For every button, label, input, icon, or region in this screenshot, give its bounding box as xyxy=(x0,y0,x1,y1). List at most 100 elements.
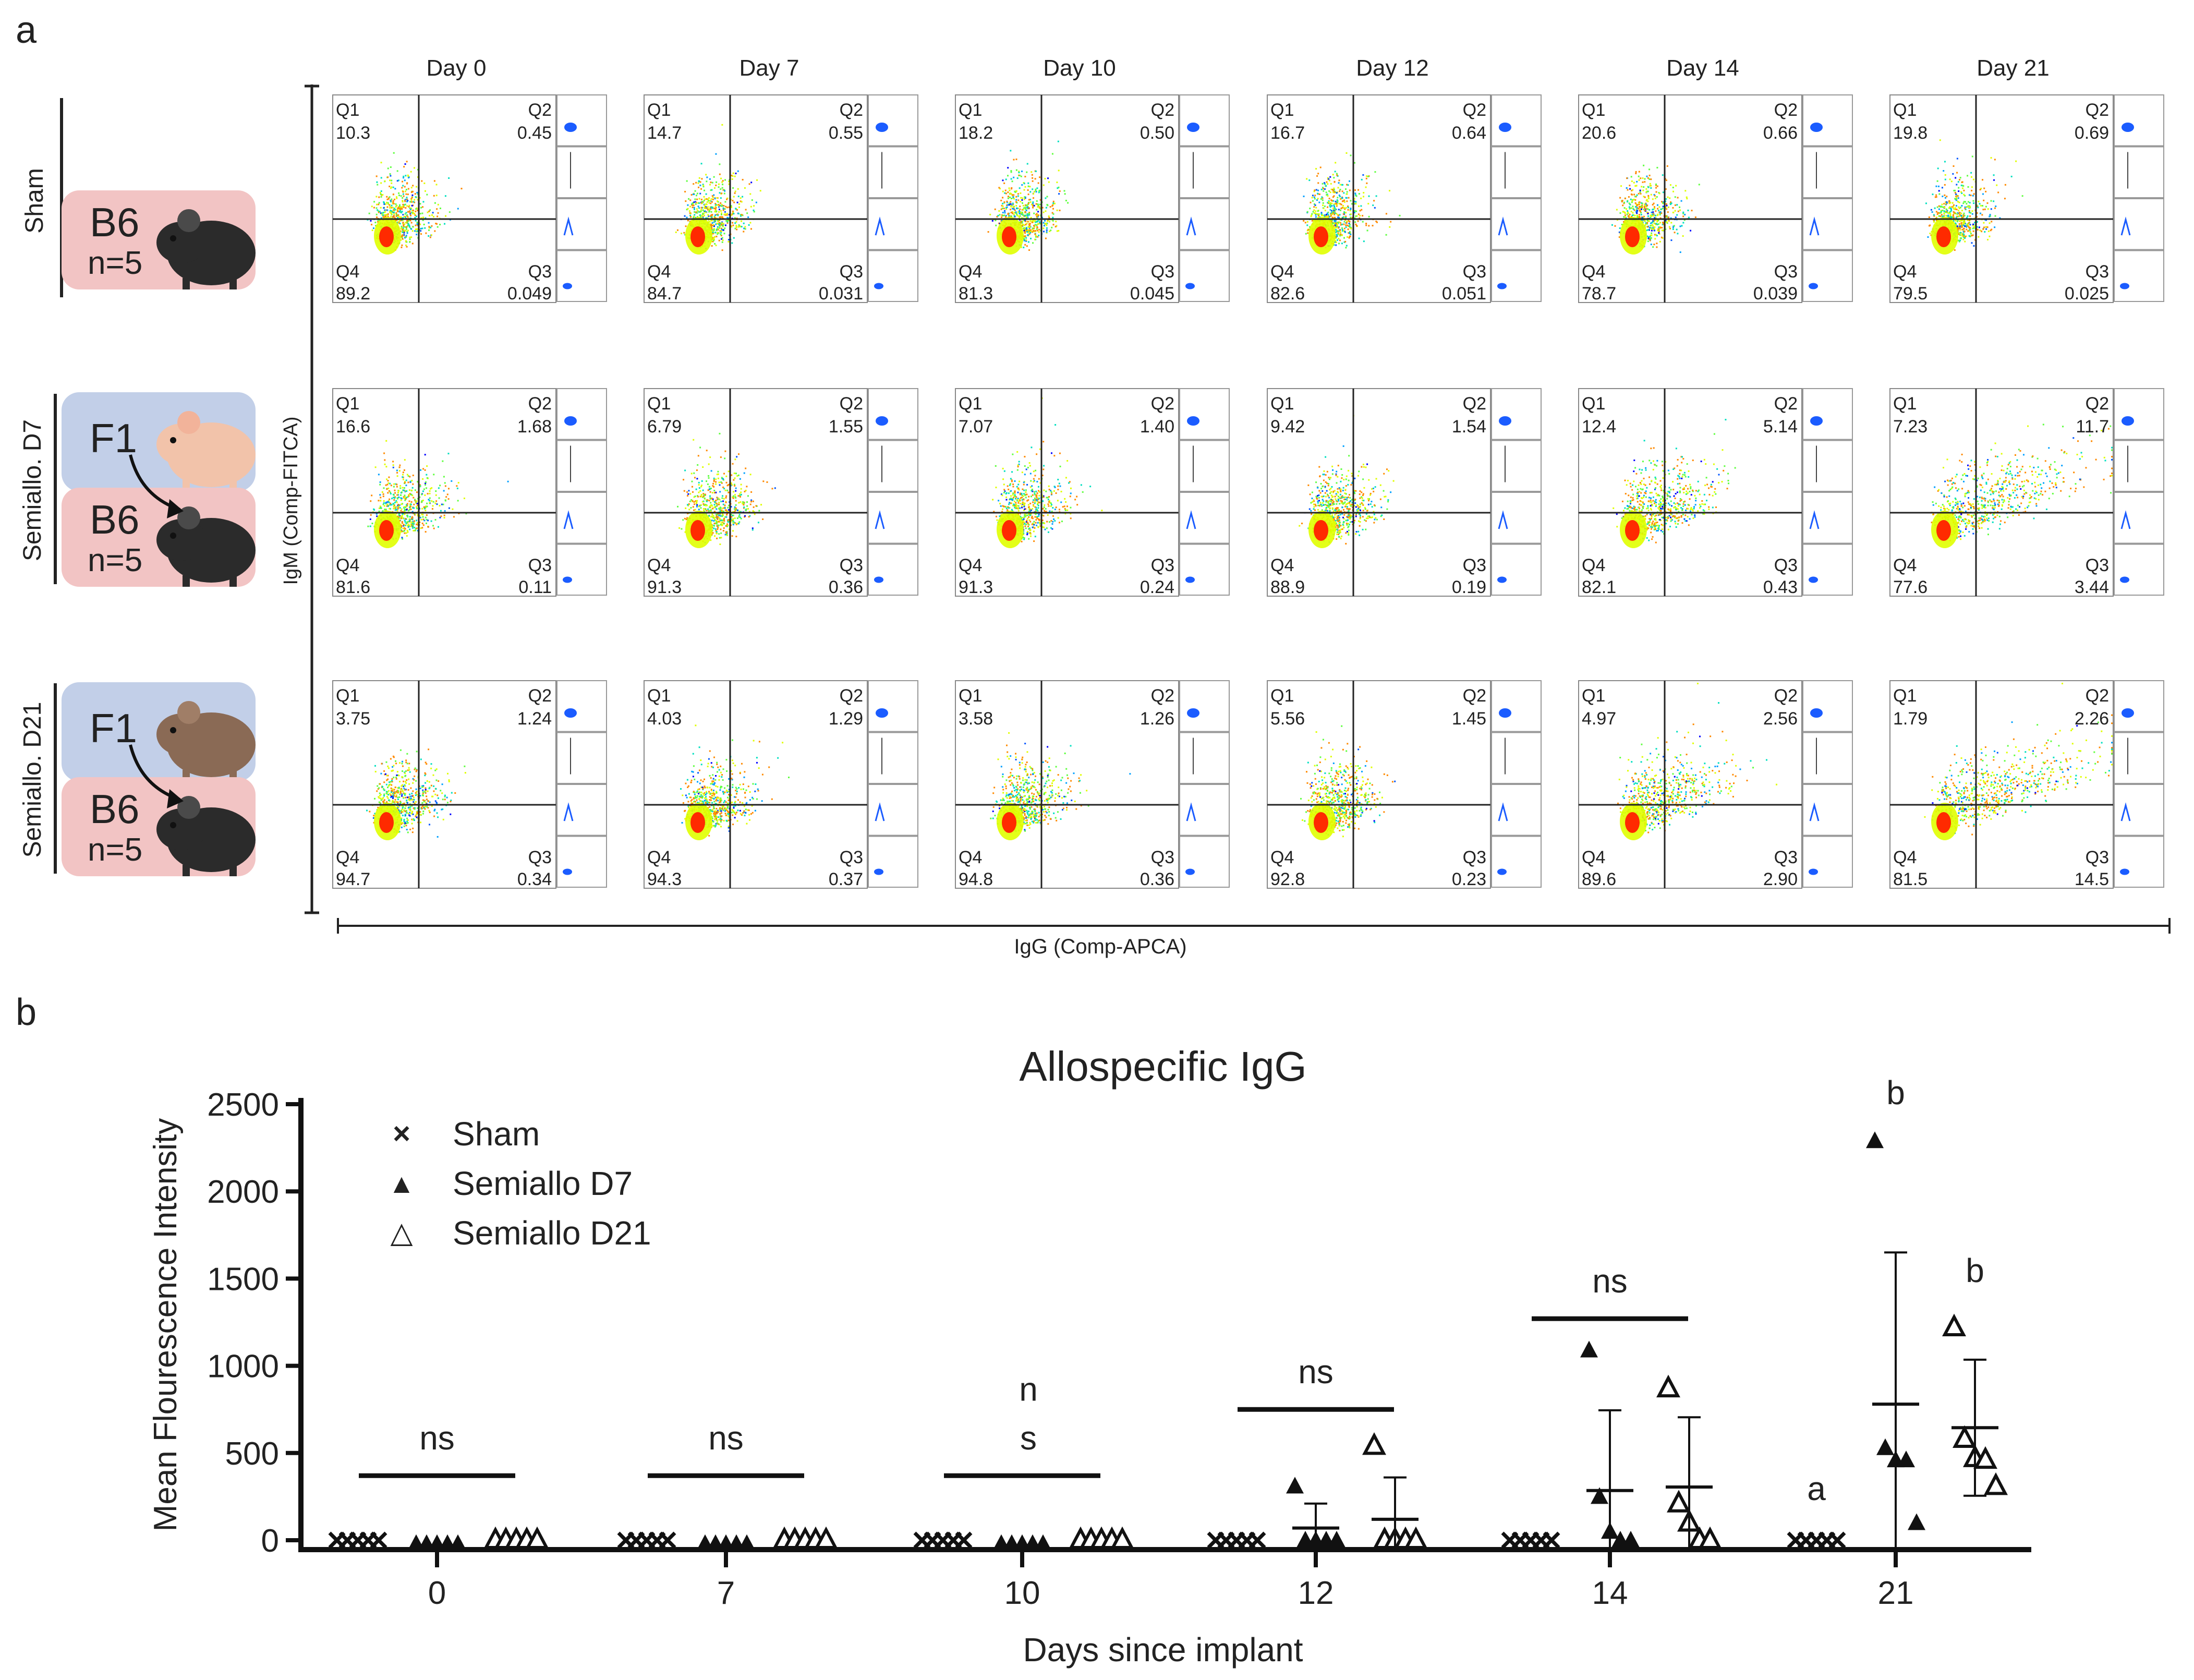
event-dot xyxy=(682,519,684,521)
event-dot xyxy=(389,206,391,208)
event-dot xyxy=(1651,222,1653,224)
event-dot xyxy=(717,213,719,215)
event-dot xyxy=(385,203,387,205)
event-dot xyxy=(1636,194,1638,196)
event-dot xyxy=(728,220,730,222)
event-dot xyxy=(409,220,411,222)
row-labels: Sham Semiallo. D7 Semiallo. D21 xyxy=(19,98,63,874)
event-dot xyxy=(694,509,696,511)
event-dot xyxy=(1343,241,1346,243)
event-dot xyxy=(1953,189,1955,191)
event-dot xyxy=(397,179,399,182)
event-dot xyxy=(1316,175,1318,177)
event-dot xyxy=(1022,224,1024,226)
quadrant-name: Q3 xyxy=(1774,262,1798,282)
thumbnail-density xyxy=(564,123,577,132)
event-dot xyxy=(422,524,425,526)
event-dot xyxy=(416,186,418,188)
event-dot xyxy=(1971,189,1973,191)
event-dot xyxy=(417,481,419,483)
event-dot xyxy=(1015,158,1017,160)
event-dot xyxy=(387,213,389,215)
event-dot xyxy=(1961,210,1963,212)
event-dot xyxy=(1011,187,1013,189)
event-dot xyxy=(715,204,717,206)
event-dot xyxy=(1331,216,1334,219)
event-dot xyxy=(1627,189,1629,191)
event-dot xyxy=(409,476,411,478)
event-dot xyxy=(731,226,733,228)
event-dot xyxy=(1665,207,1667,209)
event-dot xyxy=(1650,216,1652,219)
event-dot xyxy=(399,464,401,466)
event-dot xyxy=(699,192,701,195)
event-dot xyxy=(404,495,406,498)
event-dot xyxy=(1015,211,1017,213)
event-dot xyxy=(1629,208,1631,210)
event-dot xyxy=(1317,210,1319,212)
event-dot xyxy=(736,201,738,203)
event-dot xyxy=(1959,225,1961,227)
event-dot xyxy=(407,216,409,218)
event-dot xyxy=(1961,181,1963,183)
event-dot xyxy=(714,214,717,216)
event-dot xyxy=(402,180,404,183)
event-dot xyxy=(1648,178,1651,180)
event-dot xyxy=(709,223,711,225)
event-dot xyxy=(1939,212,1941,214)
gating-thumbnail xyxy=(1179,146,1230,198)
event-dot xyxy=(1651,224,1653,226)
event-dot xyxy=(722,229,724,231)
event-dot xyxy=(1663,223,1665,225)
event-dot xyxy=(738,203,740,205)
event-dot xyxy=(1010,150,1012,152)
event-dot xyxy=(1039,176,1041,178)
event-dot xyxy=(405,199,407,201)
quadrant-name: Q4 xyxy=(1270,262,1294,282)
event-dot xyxy=(1341,190,1343,192)
event-dot xyxy=(1964,236,1966,238)
event-dot xyxy=(443,517,445,519)
event-dot xyxy=(1037,211,1039,213)
event-dot xyxy=(408,495,410,497)
event-dot xyxy=(1034,226,1036,228)
event-dot xyxy=(397,490,399,492)
event-dot xyxy=(710,224,712,226)
event-dot xyxy=(399,507,401,509)
event-dot xyxy=(1003,182,1005,184)
event-dot xyxy=(718,206,720,208)
event-dot xyxy=(1325,185,1327,187)
event-dot xyxy=(737,196,740,198)
event-dot xyxy=(1306,221,1308,223)
event-dot xyxy=(1027,185,1029,187)
event-dot xyxy=(1332,200,1335,202)
event-dot xyxy=(409,241,411,243)
event-dot xyxy=(1630,207,1632,209)
event-dot xyxy=(395,483,397,485)
event-dot xyxy=(392,207,394,209)
event-dot xyxy=(1672,186,1674,188)
event-dot xyxy=(1024,176,1026,178)
event-dot xyxy=(1953,165,1955,167)
event-dot xyxy=(1989,222,1991,224)
event-dot xyxy=(714,243,716,245)
event-dot xyxy=(1362,221,1364,223)
event-dot xyxy=(1361,178,1363,180)
event-dot xyxy=(1667,220,1669,222)
event-dot xyxy=(1348,197,1350,199)
event-dot xyxy=(427,526,429,528)
event-dot xyxy=(714,220,717,222)
event-dot xyxy=(1001,216,1003,218)
thumbnail-density xyxy=(1810,123,1823,132)
event-dot xyxy=(1339,184,1341,186)
event-dot xyxy=(1353,198,1355,200)
event-dot xyxy=(1010,193,1012,195)
event-dot xyxy=(688,198,690,200)
event-dot xyxy=(721,124,723,126)
event-dot xyxy=(448,507,450,509)
event-dot xyxy=(692,193,694,195)
event-dot xyxy=(724,227,726,229)
event-dot xyxy=(1019,208,1021,210)
event-dot xyxy=(1327,206,1329,208)
event-dot xyxy=(404,506,406,508)
